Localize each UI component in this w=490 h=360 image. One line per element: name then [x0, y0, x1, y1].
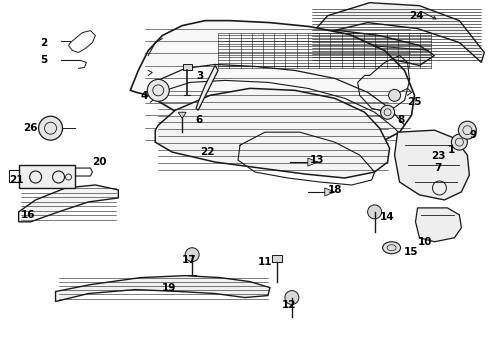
Polygon shape [394, 130, 469, 200]
Polygon shape [325, 188, 335, 196]
Text: 24: 24 [410, 11, 424, 21]
Circle shape [147, 80, 169, 101]
Circle shape [451, 134, 467, 150]
Text: 4: 4 [140, 91, 147, 101]
Bar [272, 255, 282, 262]
Circle shape [285, 291, 299, 305]
Text: 20: 20 [93, 157, 107, 167]
Text: 17: 17 [182, 255, 197, 265]
Text: 12: 12 [282, 300, 296, 310]
Bar [183, 64, 192, 71]
Polygon shape [308, 3, 484, 62]
Circle shape [381, 105, 394, 119]
Text: 22: 22 [200, 147, 215, 157]
Polygon shape [155, 88, 390, 178]
Text: 19: 19 [162, 283, 176, 293]
Text: 1: 1 [447, 145, 455, 155]
Text: 6: 6 [195, 115, 202, 125]
Text: 7: 7 [435, 163, 442, 173]
Polygon shape [215, 31, 435, 71]
Text: 16: 16 [21, 210, 35, 220]
Text: 11: 11 [258, 257, 272, 267]
Polygon shape [55, 276, 270, 302]
Text: 10: 10 [417, 237, 432, 247]
Ellipse shape [383, 242, 400, 254]
Circle shape [389, 89, 400, 101]
Polygon shape [178, 112, 186, 118]
Circle shape [368, 205, 382, 219]
Circle shape [458, 121, 476, 139]
Polygon shape [196, 66, 218, 110]
Text: 25: 25 [408, 97, 422, 107]
Text: 3: 3 [196, 71, 203, 81]
Text: 21: 21 [9, 175, 23, 185]
Polygon shape [130, 21, 415, 150]
Text: 14: 14 [380, 212, 394, 222]
Circle shape [39, 116, 63, 140]
Text: 13: 13 [310, 155, 324, 165]
Text: 8: 8 [397, 115, 405, 125]
Polygon shape [19, 165, 75, 188]
Text: 18: 18 [328, 185, 342, 195]
Text: 26: 26 [23, 123, 37, 133]
Text: 15: 15 [404, 247, 418, 257]
Text: 2: 2 [41, 37, 48, 48]
Text: 9: 9 [469, 130, 476, 140]
Polygon shape [308, 158, 318, 166]
Polygon shape [416, 208, 462, 242]
Polygon shape [19, 185, 119, 222]
Circle shape [185, 248, 199, 262]
Text: 23: 23 [432, 151, 446, 161]
Text: 5: 5 [41, 55, 48, 66]
